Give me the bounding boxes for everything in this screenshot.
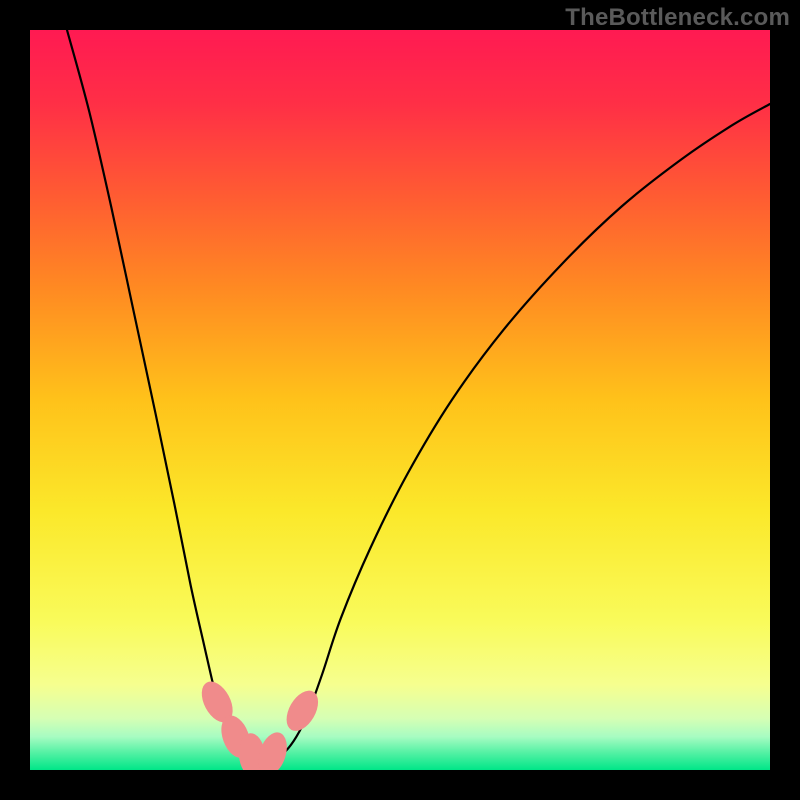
plot-area [30,30,770,770]
chart-frame: TheBottleneck.com [0,0,800,800]
plot-svg [30,30,770,770]
watermark-text: TheBottleneck.com [565,4,790,32]
gradient-background [30,30,770,770]
